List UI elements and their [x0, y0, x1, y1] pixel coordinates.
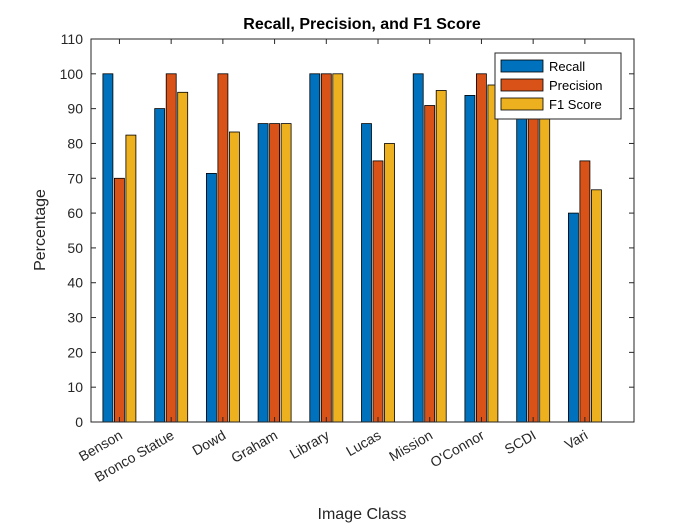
y-tick-label: 0: [75, 414, 83, 430]
bar-f1-score: [384, 143, 395, 423]
bar-precision: [320, 73, 332, 423]
y-tick-label: 110: [61, 31, 84, 47]
y-tick-label: 60: [67, 205, 83, 221]
bar-precision: [217, 73, 229, 423]
y-axis-ticks: 0 10 20 30 40 50 60 70 80 90 100 110: [60, 31, 634, 430]
bar-precision: [372, 160, 384, 423]
plot-frame: [90, 38, 635, 423]
x-tick-label: Dowd: [189, 427, 228, 459]
legend-swatch: [500, 59, 544, 73]
x-tick-label: Library: [287, 427, 332, 462]
x-tick-label: O'Connor: [427, 427, 487, 471]
y-tick-label: 70: [67, 170, 83, 186]
bar-recall: [102, 73, 114, 423]
bar-f1-score: [228, 131, 240, 423]
bar-recall: [568, 212, 579, 423]
bar-f1-score: [280, 123, 292, 423]
x-tick-label: SCDI: [502, 427, 539, 458]
bar-f1-score: [435, 90, 447, 423]
bar-f1-score: [487, 84, 499, 423]
bar-recall: [361, 123, 372, 423]
x-axis-label: Image Class: [318, 506, 407, 523]
legend-swatch: [500, 78, 544, 92]
x-tick-label: Graham: [228, 427, 280, 466]
bar-recall: [154, 108, 166, 423]
bar-recall: [516, 112, 528, 423]
chart-title: Recall, Precision, and F1 Score: [243, 16, 481, 33]
bar-precision: [165, 73, 177, 423]
bar-recall: [205, 172, 217, 423]
bar-precision: [424, 105, 436, 423]
x-tick-label: Lucas: [343, 427, 383, 460]
legend-swatch: [500, 97, 544, 111]
bar-precision: [114, 177, 125, 423]
y-tick-label: 50: [67, 240, 83, 256]
y-tick-label: 80: [67, 135, 83, 151]
legend-label: Precision: [549, 78, 602, 93]
y-tick-label: 90: [67, 101, 83, 117]
y-tick-label: 40: [67, 275, 83, 291]
bar-f1-score: [332, 73, 344, 423]
y-axis-label: Percentage: [32, 189, 49, 271]
x-tick-label: Vari: [562, 427, 591, 453]
bar-precision: [579, 160, 591, 423]
bar-recall: [309, 73, 321, 423]
bar-precision: [269, 123, 281, 423]
legend: Recall Precision F1 Score: [494, 52, 622, 120]
bar-precision: [527, 112, 539, 423]
bar-recall: [257, 123, 269, 423]
bar-f1-score: [591, 189, 602, 423]
legend-label: F1 Score: [549, 97, 602, 112]
y-tick-label: 30: [67, 310, 83, 326]
y-tick-label: 20: [67, 344, 83, 360]
y-tick-label: 100: [60, 66, 84, 82]
bar-precision: [475, 73, 487, 423]
bar-f1-score: [125, 134, 137, 423]
bar-f1-score: [539, 112, 551, 423]
bar-recall: [464, 95, 476, 423]
legend-label: Recall: [549, 59, 585, 74]
bar-recall: [412, 73, 424, 423]
y-tick-label: 10: [67, 379, 83, 395]
bar-f1-score: [177, 91, 189, 423]
